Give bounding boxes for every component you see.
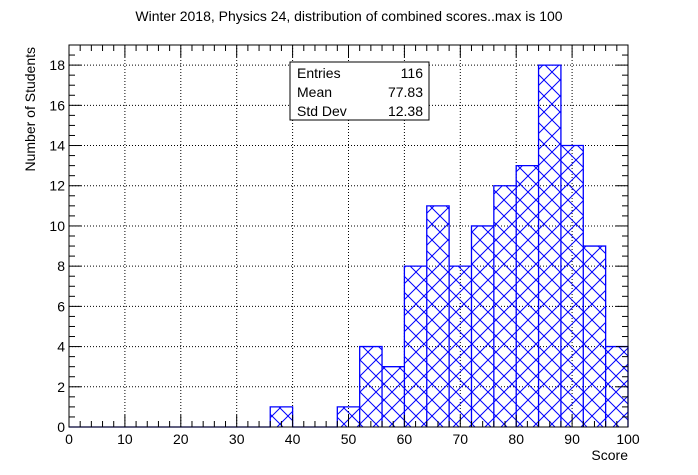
histogram-bar <box>359 346 383 427</box>
y-axis-label: Number of Students <box>22 47 38 172</box>
stats-stddev-value: 12.38 <box>388 103 423 119</box>
histogram-bar <box>449 266 472 427</box>
stats-entries-value: 116 <box>401 65 424 81</box>
y-tick-label: 16 <box>49 97 65 113</box>
histogram-bar <box>404 266 427 427</box>
chart-title: Winter 2018, Physics 24, distribution of… <box>135 8 562 24</box>
tick-labels: 0 10 20 30 40 50 60 70 80 90 100 0 2 4 6 8 10 12 14 16 18 <box>49 57 639 447</box>
bars <box>69 64 629 428</box>
x-tick-label: 50 <box>341 431 357 447</box>
histogram-bar <box>270 406 293 427</box>
axes <box>68 44 629 428</box>
x-tick-label: 20 <box>173 431 189 447</box>
y-tick-label: 0 <box>57 419 65 435</box>
x-axis-label: Score <box>591 447 628 463</box>
histogram-bar <box>583 246 606 427</box>
y-tick-label: 6 <box>57 298 65 314</box>
x-tick-label: 10 <box>117 431 133 447</box>
histogram-bar <box>426 205 450 427</box>
y-tick-label: 8 <box>57 258 65 274</box>
stats-box: Entries 116 Mean 77.83 Std Dev 12.38 <box>289 61 430 121</box>
histogram-bar <box>382 366 405 427</box>
stats-entries-label: Entries <box>297 65 341 81</box>
y-tick-label: 10 <box>49 218 65 234</box>
stats-mean-label: Mean <box>297 84 332 100</box>
x-tick-label: 60 <box>397 431 413 447</box>
histogram-bar <box>493 185 517 427</box>
stats-mean-value: 77.83 <box>388 84 423 100</box>
y-tick-label: 14 <box>49 138 65 154</box>
x-tick-label: 30 <box>229 431 245 447</box>
y-tick-label: 4 <box>57 339 65 355</box>
x-tick-label: 100 <box>616 431 640 447</box>
y-tick-label: 12 <box>49 178 65 194</box>
x-tick-label: 70 <box>453 431 469 447</box>
y-tick-label: 18 <box>49 57 65 73</box>
histogram-outline <box>69 64 629 428</box>
histogram-bar <box>560 145 584 428</box>
histogram-bar <box>471 225 494 427</box>
x-tick-label: 90 <box>564 431 580 447</box>
x-tick-label: 80 <box>508 431 524 447</box>
histogram-bar <box>516 165 539 427</box>
stats-stddev-label: Std Dev <box>297 103 347 119</box>
x-tick-label: 40 <box>285 431 301 447</box>
x-tick-label: 0 <box>65 431 73 447</box>
y-tick-label: 2 <box>57 379 65 395</box>
histogram-bar <box>538 65 561 428</box>
